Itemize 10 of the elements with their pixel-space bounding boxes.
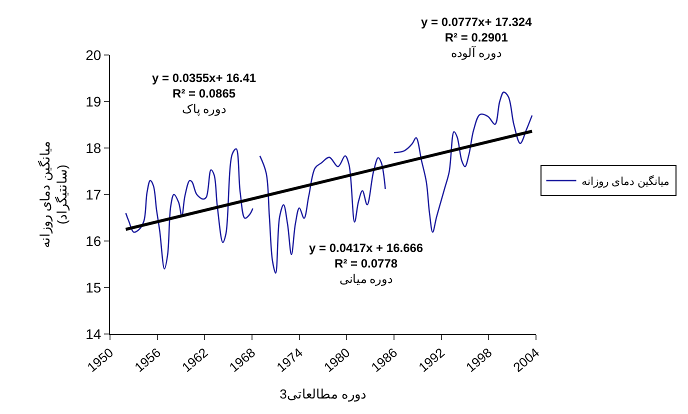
legend-label: میانگین دمای روزانه bbox=[581, 174, 670, 188]
y-tick-label: 14 bbox=[86, 326, 102, 342]
y-tick-label: 17 bbox=[86, 186, 102, 202]
x-axis-title: 3دوره مطالعاتی bbox=[280, 386, 366, 403]
y-axis-title: میانگین دمای روزانه (سانتیگراد) bbox=[38, 140, 71, 248]
y-tick-label: 19 bbox=[86, 93, 102, 110]
y-tick-label: 18 bbox=[86, 140, 102, 156]
y-tick-label: 15 bbox=[86, 279, 102, 296]
y-tick-label: 16 bbox=[86, 232, 102, 249]
y-tick-label: 20 bbox=[86, 46, 102, 63]
